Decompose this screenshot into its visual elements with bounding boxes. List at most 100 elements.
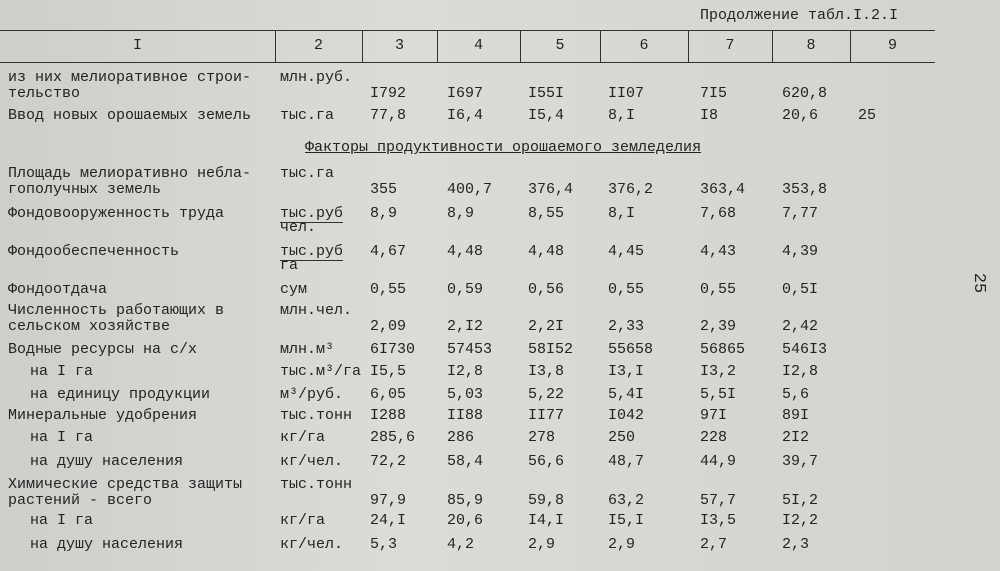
cell-value: I6,4 — [447, 107, 484, 124]
unit: сум — [280, 281, 308, 298]
cell-value: 4,48 — [528, 243, 565, 260]
cell-value: II88 — [447, 407, 484, 424]
unit: тыс.руб — [280, 243, 344, 261]
unit: тыс.га — [280, 165, 335, 182]
row-label: из них мелиоративное строи- — [8, 69, 252, 86]
cell-value: 4,43 — [700, 243, 737, 260]
cell-value: I288 — [370, 407, 407, 424]
cell-value: I042 — [608, 407, 645, 424]
column-header: 4 — [473, 37, 483, 54]
page-number: 25 — [969, 272, 989, 294]
row-label: на I га — [30, 512, 94, 529]
cell-value: 278 — [528, 429, 556, 446]
column-header: 5 — [555, 37, 565, 54]
cell-value: I792 — [370, 85, 407, 102]
row-label: тельство — [8, 85, 81, 102]
cell-value: 2,39 — [700, 318, 737, 335]
cell-value: 5,4I — [608, 386, 645, 403]
cell-value: 4,48 — [447, 243, 484, 260]
cell-value: 400,7 — [447, 181, 493, 198]
cell-value: 7,68 — [700, 205, 737, 222]
row-label: Фондообеспеченность — [8, 243, 180, 260]
cell-value: 2,I2 — [447, 318, 484, 335]
row-label: гополучных земель — [8, 181, 162, 198]
continuation: Продолжение табл.I.2.I — [700, 7, 899, 24]
cell-value: I3,8 — [528, 363, 565, 380]
column-header: 6 — [639, 37, 649, 54]
cell-value: I5,5 — [370, 363, 407, 380]
cell-value: 85,9 — [447, 492, 484, 509]
cell-value: 2,9 — [608, 536, 636, 553]
cell-value: I55I — [528, 85, 565, 102]
cell-value: 57453 — [447, 341, 493, 358]
cell-value: I3,5 — [700, 512, 737, 529]
cell-value: 8,55 — [528, 205, 565, 222]
cell-value: 7I5 — [700, 85, 728, 102]
cell-value: 0,5I — [782, 281, 819, 298]
cell-value: 2,42 — [782, 318, 819, 335]
rule — [0, 62, 935, 63]
cell-value: I2,8 — [447, 363, 484, 380]
cell-value: 4,45 — [608, 243, 645, 260]
cell-value: 72,2 — [370, 453, 407, 470]
cell-value: 4,67 — [370, 243, 407, 260]
cell-value: 20,6 — [447, 512, 484, 529]
cell-value: II77 — [528, 407, 565, 424]
cell-value: II07 — [608, 85, 645, 102]
row-label: на душу населения — [30, 536, 184, 553]
cell-value: 77,8 — [370, 107, 407, 124]
cell-value: 5I,2 — [782, 492, 819, 509]
row-label: Площадь мелиоративно небла- — [8, 165, 252, 182]
column-rule — [772, 30, 773, 62]
column-header: I — [132, 37, 142, 54]
unit: кг/га — [280, 429, 326, 446]
unit: млн.руб. — [280, 69, 353, 86]
unit: млн.м³ — [280, 341, 335, 358]
cell-value: 6I730 — [370, 341, 416, 358]
section-title: Факторы продуктивности орошаемого землед… — [305, 139, 702, 156]
row-label: на душу населения — [30, 453, 184, 470]
column-header: 8 — [806, 37, 816, 54]
column-rule — [600, 30, 601, 62]
cell-value: I2,2 — [782, 512, 819, 529]
cell-value: 58,4 — [447, 453, 484, 470]
cell-value: 25 — [858, 107, 877, 124]
cell-value: 8,9 — [370, 205, 398, 222]
column-header: 3 — [394, 37, 404, 54]
cell-value: I3,2 — [700, 363, 737, 380]
cell-value: I5,I — [608, 512, 645, 529]
cell-value: 59,8 — [528, 492, 565, 509]
cell-value: 97,9 — [370, 492, 407, 509]
cell-value: 63,2 — [608, 492, 645, 509]
cell-value: 353,8 — [782, 181, 828, 198]
cell-value: I2,8 — [782, 363, 819, 380]
cell-value: I8 — [700, 107, 719, 124]
cell-value: 56865 — [700, 341, 746, 358]
unit: кг/чел. — [280, 536, 344, 553]
cell-value: 7,77 — [782, 205, 819, 222]
cell-value: 2,33 — [608, 318, 645, 335]
column-rule — [362, 30, 363, 62]
row-label: Фондоотдача — [8, 281, 108, 298]
cell-value: 228 — [700, 429, 728, 446]
cell-value: 4,2 — [447, 536, 475, 553]
cell-value: 58I52 — [528, 341, 574, 358]
row-label: Численность работающих в — [8, 302, 225, 319]
cell-value: 376,2 — [608, 181, 654, 198]
cell-value: I5,4 — [528, 107, 565, 124]
cell-value: 44,9 — [700, 453, 737, 470]
unit: кг/чел. — [280, 453, 344, 470]
cell-value: 2,2I — [528, 318, 565, 335]
cell-value: 8,I — [608, 107, 636, 124]
cell-value: 56,6 — [528, 453, 565, 470]
cell-value: 2,7 — [700, 536, 728, 553]
cell-value: 0,55 — [700, 281, 737, 298]
row-label: на единицу продукции — [30, 386, 211, 403]
row-label: Химические средства защиты — [8, 476, 243, 493]
row-label: на I га — [30, 363, 94, 380]
cell-value: 5,5I — [700, 386, 737, 403]
cell-value: 8,I — [608, 205, 636, 222]
cell-value: 39,7 — [782, 453, 819, 470]
cell-value: 5,6 — [782, 386, 810, 403]
